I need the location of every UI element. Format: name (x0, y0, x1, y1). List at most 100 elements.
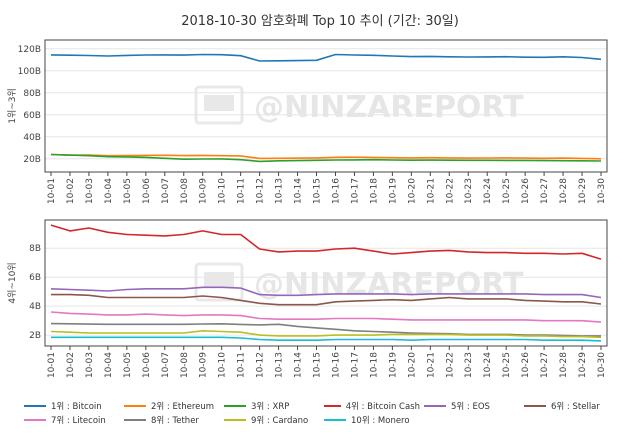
x-tick-label: 10-30 (597, 178, 607, 204)
x-tick-label: 10-14 (294, 352, 304, 378)
y-tick-label: 60B (23, 111, 41, 121)
watermark-logo-icon (194, 85, 244, 125)
x-tick-label: 10-19 (388, 352, 398, 378)
x-tick-label: 10-09 (199, 178, 209, 204)
x-tick-label: 10-18 (369, 352, 379, 378)
legend-label: 5위 : EOS (451, 402, 490, 412)
x-tick-label: 10-24 (483, 178, 493, 204)
x-tick-label: 10-22 (445, 352, 455, 378)
legend-item[interactable]: 10위 : Monero (320, 414, 420, 426)
legend-item[interactable]: 5위 : EOS (420, 400, 520, 412)
x-tick-label: 10-06 (142, 352, 152, 378)
x-tick-label: 10-28 (559, 178, 569, 204)
x-tick-label: 10-02 (66, 352, 76, 378)
y-tick-label: 8B (29, 244, 41, 254)
legend-item[interactable]: 6위 : Stellar (520, 400, 620, 412)
series-line-litecoin (50, 311, 602, 323)
legend-swatch (424, 405, 446, 407)
legend-label: 3위 : XRP (251, 402, 290, 412)
chart-panel-1: @NINZAREPORT 20B 40B 60B 80B 100B 120B 1위~3위 10-… (7, 39, 608, 204)
series-line-cardano (50, 330, 602, 339)
x-tick-label: 10-06 (142, 178, 152, 204)
legend-item[interactable]: 4위 : Bitcoin Cash (320, 400, 420, 412)
x-tick-label: 10-15 (313, 178, 323, 204)
x-tick-label: 10-11 (237, 178, 247, 204)
legend-label: 8위 : Tether (151, 416, 199, 426)
series-line-monero (51, 336, 602, 342)
x-tick-label: 10-23 (464, 178, 474, 204)
legend-label: 4위 : Bitcoin Cash (345, 402, 420, 412)
x-tick-label: 10-04 (104, 352, 114, 378)
legend-label: 10위 : Monero (351, 416, 410, 426)
x-tick-label: 10-20 (407, 352, 417, 378)
x-tick-label: 10-08 (180, 352, 190, 378)
x-tick-label: 10-23 (464, 352, 474, 378)
legend-swatch (524, 405, 546, 407)
x-tick-label: 10-26 (521, 352, 531, 378)
legend-swatch (324, 419, 346, 421)
watermark: @NINZAREPORT (194, 262, 524, 302)
x-tick-label: 10-28 (559, 352, 569, 378)
y-tick-label: 40B (23, 133, 41, 143)
legend-item[interactable]: 3위 : XRP (220, 400, 320, 412)
watermark-text: @NINZAREPORT (254, 267, 524, 302)
x-tick-label: 10-12 (256, 352, 266, 378)
series-line-ethereum (50, 153, 602, 160)
legend-label: 7위 : Litecoin (51, 416, 106, 426)
legend-label: 2위 : Ethereum (151, 402, 215, 412)
y-axis-label: 1위~3위 (7, 88, 18, 124)
x-tick-label: 10-27 (540, 178, 550, 204)
y-tick-label: 2B (29, 331, 41, 341)
x-tick-label: 10-24 (483, 352, 493, 378)
x-tick-label: 10-11 (237, 352, 247, 378)
legend-label: 6위 : Stellar (551, 402, 600, 412)
legend-item[interactable]: 8위 : Tether (120, 414, 220, 426)
x-tick-label: 10-07 (161, 352, 171, 378)
series-line-xrp (50, 153, 602, 163)
x-tick-label: 10-03 (85, 178, 95, 204)
x-tick-label: 10-29 (578, 178, 588, 204)
legend-item[interactable]: 9위 : Cardano (220, 414, 320, 426)
y-axis-label: 4위~10위 (7, 262, 18, 303)
legend-item[interactable]: 2위 : Ethereum (120, 400, 220, 412)
watermark-logo-icon (194, 262, 244, 302)
x-tick-label: 10-26 (521, 178, 531, 204)
plot-frame (44, 39, 608, 173)
y-tick-label: 120B (18, 45, 41, 55)
watermark-logo-screen (204, 95, 234, 111)
legend: 1위 : Bitcoin 2위 : Ethereum 3위 : XRP 4위 : Bi… (20, 399, 635, 427)
legend-swatch (324, 405, 341, 407)
x-tick-label: 10-05 (123, 178, 133, 204)
y-tick-label: 20B (23, 155, 41, 165)
legend-row: 1위 : Bitcoin 2위 : Ethereum 3위 : XRP 4위 : Bi… (20, 399, 635, 413)
watermark: @NINZAREPORT (194, 85, 524, 125)
x-tick-label: 10-13 (275, 352, 285, 378)
legend-swatch (24, 405, 46, 407)
y-tick-label: 100B (18, 67, 41, 77)
x-tick-label: 10-17 (350, 178, 360, 204)
x-tick-label: 10-29 (578, 352, 588, 378)
x-tick-label: 10-19 (388, 178, 398, 204)
x-tick-label: 10-30 (597, 352, 607, 378)
x-tick-label: 10-18 (369, 178, 379, 204)
legend-row: 7위 : Litecoin 8위 : Tether 9위 : Cardano 10위 … (20, 413, 635, 427)
legend-item[interactable]: 1위 : Bitcoin (20, 400, 120, 412)
legend-label: 9위 : Cardano (251, 416, 309, 426)
x-tick-label: 10-16 (331, 352, 341, 378)
watermark-logo-screen (204, 272, 234, 288)
x-tick-label: 10-20 (407, 178, 417, 204)
series-line-bitcoin-cash (50, 224, 602, 260)
legend-swatch (124, 405, 146, 407)
legend-swatch (24, 419, 46, 421)
x-tick-label: 10-21 (426, 352, 436, 378)
legend-item[interactable]: 7위 : Litecoin (20, 414, 120, 426)
plot-frame (44, 219, 608, 347)
series-line-bitcoin (50, 53, 602, 62)
x-tick-label: 10-14 (294, 178, 304, 204)
x-tick-label: 10-02 (66, 178, 76, 204)
x-tick-label: 10-10 (218, 178, 228, 204)
x-tick-label: 10-25 (502, 178, 512, 204)
x-tick-label: 10-16 (331, 178, 341, 204)
chart-panel-2: @NINZAREPORT 2B 4B 6B 8B 4위~10위 10-01 10-02 10-0… (7, 219, 608, 378)
